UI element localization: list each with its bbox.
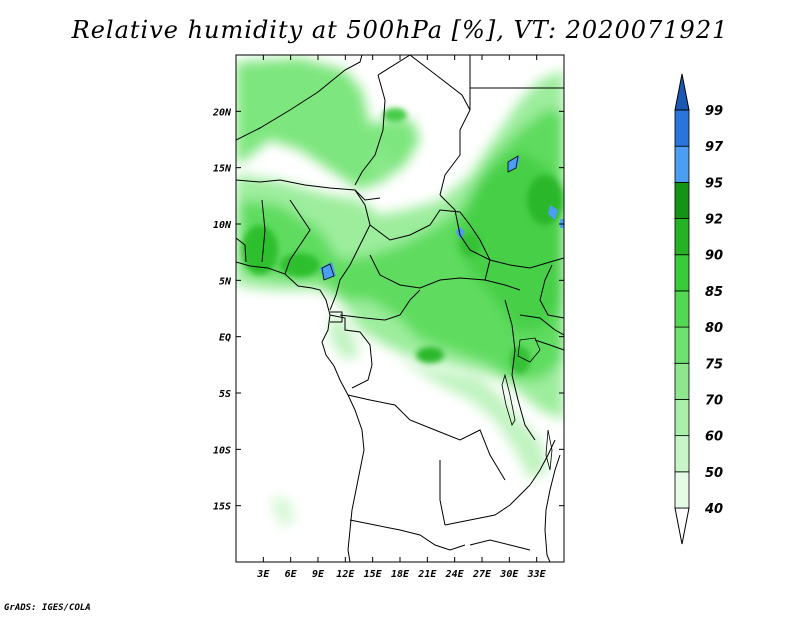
libya-border	[377, 55, 411, 76]
eq-guinea-border	[330, 311, 343, 323]
angola-south-border	[349, 519, 466, 551]
bight-border	[236, 237, 247, 263]
lon-tick-label: 6E	[285, 569, 298, 580]
lon-tick-label: 24E	[445, 569, 465, 580]
colorbar-segment	[674, 145, 690, 183]
lat-tick-label: 15N	[213, 164, 232, 175]
libya-east-border	[409, 55, 471, 111]
lat-tick-label: 15S	[213, 502, 231, 513]
lat-tick-label: 5S	[219, 389, 231, 400]
lon-tick-label: 33E	[527, 569, 547, 580]
lake-2	[321, 263, 335, 281]
colorbar-segment	[674, 435, 690, 473]
ghana-border	[261, 199, 266, 263]
humidity-core-3	[527, 175, 563, 225]
colorbar-legend: 40 50 60 70 75 80 85 90 92 95 97 99	[674, 73, 724, 545]
niger-border	[236, 179, 381, 201]
lat-tick-label: EQ	[219, 333, 231, 344]
lat-tick-label: 20N	[212, 107, 232, 118]
tanzania-border	[519, 314, 564, 336]
namibia-border	[469, 539, 531, 551]
chad-border	[354, 74, 386, 186]
humidity-core-5	[383, 108, 407, 122]
map-area: 3E 6E 9E 12E 15E 18E 21E 24E 27E 30E 33E 20N 15N 10N…	[212, 54, 565, 580]
latitude-axis: 20N 15N 10N 5N EQ 5S 10S 15S	[212, 107, 564, 513]
humidity-core-4	[416, 347, 444, 363]
lake-tanganyika	[501, 373, 516, 426]
country-boundaries	[236, 55, 564, 562]
lat-tick-label: 10S	[213, 445, 231, 456]
longitude-axis: 3E 6E 9E 12E 15E 18E 21E 24E 27E 30E 33E	[256, 55, 547, 580]
lat-tick-label: 10N	[213, 220, 232, 231]
colorbar-level-label: 99	[705, 104, 723, 119]
colorbar-segment	[674, 181, 690, 219]
colorbar-level-label: 75	[705, 357, 723, 372]
lon-tick-label: 21E	[417, 569, 437, 580]
colorbar-level-label: 95	[705, 176, 723, 191]
colorbar-max-arrow	[674, 73, 690, 111]
lake-1	[507, 155, 519, 173]
lon-tick-label: 3E	[256, 569, 270, 580]
colorbar-segment	[674, 399, 690, 437]
colorbar-level-label: 60	[705, 430, 723, 445]
colorbar-segment	[674, 254, 690, 292]
humidity-field	[236, 58, 564, 528]
humidity-patch-5	[560, 218, 564, 228]
drc-east-border	[504, 299, 536, 441]
humidity-patch-3	[456, 226, 465, 240]
coastline-west-africa	[236, 261, 365, 562]
cameroon-border	[329, 189, 371, 311]
humidity-core-6	[460, 233, 480, 257]
colorbar-level-label: 85	[705, 285, 723, 300]
lon-tick-label: 15E	[364, 569, 383, 580]
lon-tick-label: 12E	[336, 569, 355, 580]
colorbar-level-label: 92	[705, 213, 723, 228]
colorbar-level-label: 50	[705, 466, 723, 481]
colorbar-segment	[674, 326, 690, 364]
humidity-region-central	[240, 110, 564, 380]
colorbar-level-label: 90	[705, 249, 723, 264]
lon-tick-label: 18E	[391, 569, 410, 580]
colorbar-level-label: 70	[705, 393, 723, 408]
humidity-core-2	[280, 253, 320, 277]
congo-border	[369, 254, 521, 291]
lake-malawi	[545, 429, 553, 471]
lon-tick-label: 27E	[472, 569, 492, 580]
grads-credit: GrADS: IGES/COLA	[4, 603, 91, 613]
drc-border	[339, 289, 421, 321]
nigeria-border	[284, 199, 311, 275]
colorbar-level-label: 97	[705, 140, 724, 155]
sahara-borders	[236, 55, 363, 141]
car-border	[369, 209, 491, 281]
lon-tick-label: 9E	[312, 569, 325, 580]
angola-north-border	[347, 394, 506, 481]
kenya-border	[534, 339, 564, 351]
humidity-core-1	[242, 225, 278, 275]
ethiopia-border	[539, 264, 564, 319]
map-title: Relative humidity at 500hPa [%], VT: 202…	[71, 16, 729, 44]
colorbar-segment	[674, 218, 690, 256]
colorbar-segment	[674, 290, 690, 328]
colorbar-segment	[674, 362, 690, 400]
coastline-east-africa	[544, 454, 561, 562]
lake-victoria	[517, 337, 541, 363]
humidity-region-spot	[272, 495, 295, 528]
angola-east-border	[439, 460, 446, 526]
gabon-border	[329, 314, 373, 389]
colorbar-min-arrow	[674, 507, 690, 545]
lon-tick-label: 30E	[499, 569, 519, 580]
colorbar-level-label: 40	[704, 502, 723, 517]
humidity-patch-2	[548, 205, 558, 220]
zambia-border	[444, 484, 531, 526]
colorbar-level-label: 80	[705, 321, 723, 336]
egypt-border	[439, 55, 471, 196]
colorbar-segment	[674, 109, 690, 147]
lat-tick-label: 5N	[219, 276, 232, 287]
humidity-region-south	[400, 360, 548, 480]
lakes	[321, 155, 553, 471]
colorbar-segment	[674, 471, 690, 509]
sudan-border	[439, 194, 564, 269]
